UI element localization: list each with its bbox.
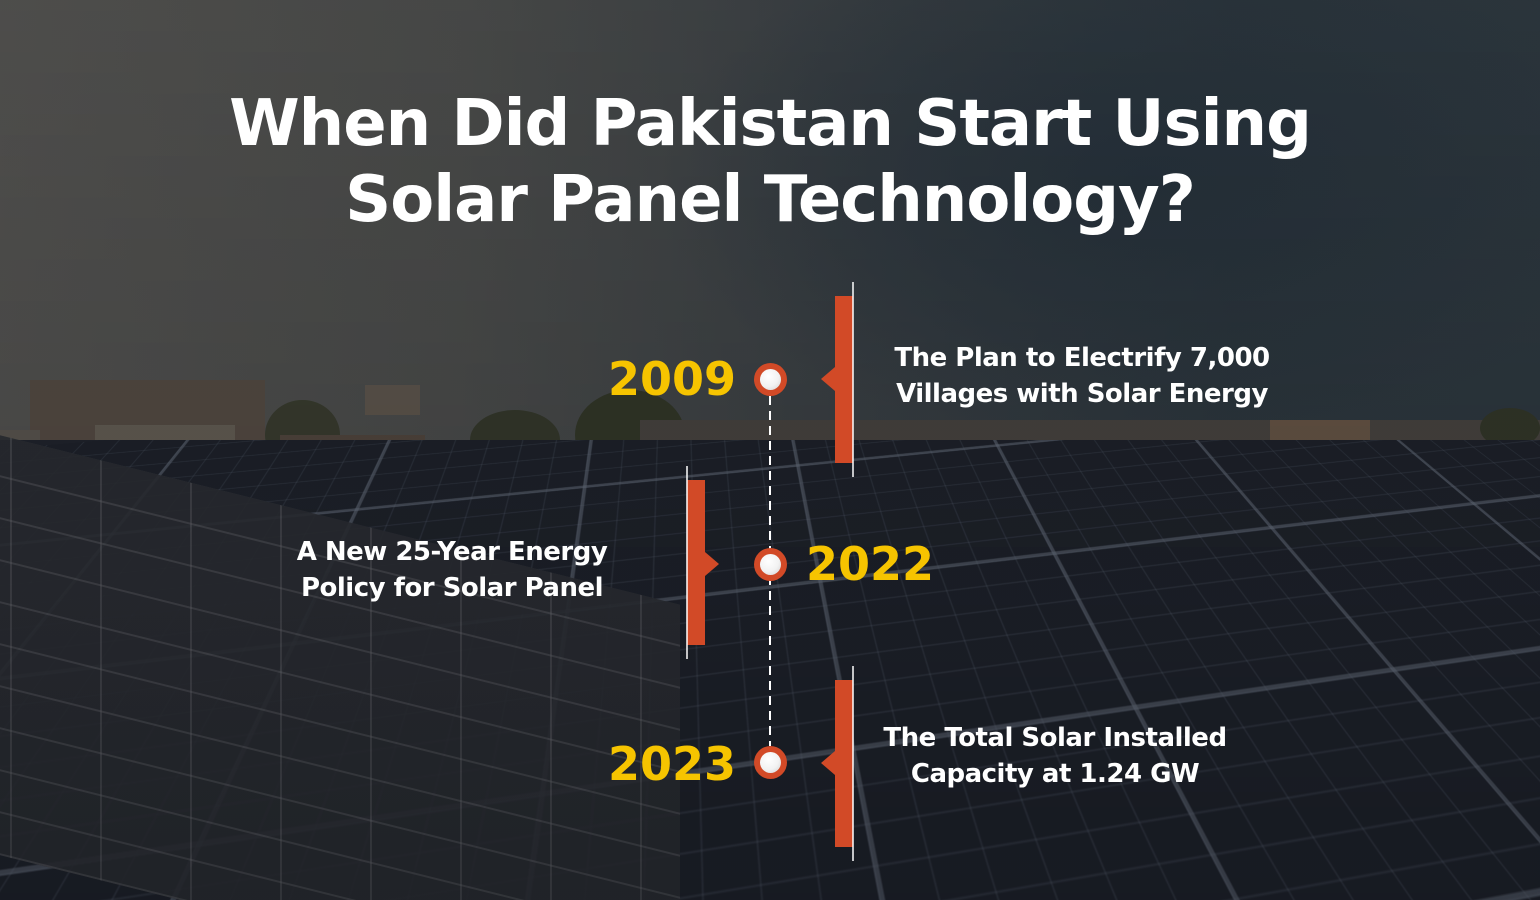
bracket-bar bbox=[821, 282, 854, 477]
timeline-node-icon bbox=[754, 746, 787, 779]
bracket-bar bbox=[821, 666, 854, 861]
page-title: When Did Pakistan Start Using Solar Pane… bbox=[0, 86, 1540, 238]
title-line-1: When Did Pakistan Start Using bbox=[229, 87, 1312, 161]
caption-line-1: The Plan to Electrify 7,000 bbox=[894, 343, 1270, 373]
caption-line-1: A New 25-Year Energy bbox=[296, 537, 608, 567]
timeline-caption: The Plan to Electrify 7,000 Villages wit… bbox=[872, 340, 1292, 412]
timeline-node-icon bbox=[754, 363, 787, 396]
timeline-caption: A New 25-Year Energy Policy for Solar Pa… bbox=[262, 534, 642, 606]
caption-line-2: Capacity at 1.24 GW bbox=[910, 759, 1200, 789]
bracket-notch-icon bbox=[821, 367, 835, 391]
timeline-caption: The Total Solar Installed Capacity at 1.… bbox=[860, 720, 1250, 792]
year-label: 2009 bbox=[608, 352, 737, 406]
year-label: 2023 bbox=[608, 737, 737, 791]
caption-line-2: Policy for Solar Panel bbox=[300, 573, 604, 603]
bracket-bar bbox=[686, 466, 719, 659]
caption-line-2: Villages with Solar Energy bbox=[896, 379, 1268, 409]
bracket-notch-icon bbox=[821, 751, 835, 775]
caption-line-1: The Total Solar Installed bbox=[883, 723, 1227, 753]
year-label: 2022 bbox=[806, 537, 935, 591]
timeline-node-icon bbox=[754, 548, 787, 581]
title-line-2: Solar Panel Technology? bbox=[345, 163, 1196, 237]
bracket-notch-icon bbox=[705, 552, 719, 576]
